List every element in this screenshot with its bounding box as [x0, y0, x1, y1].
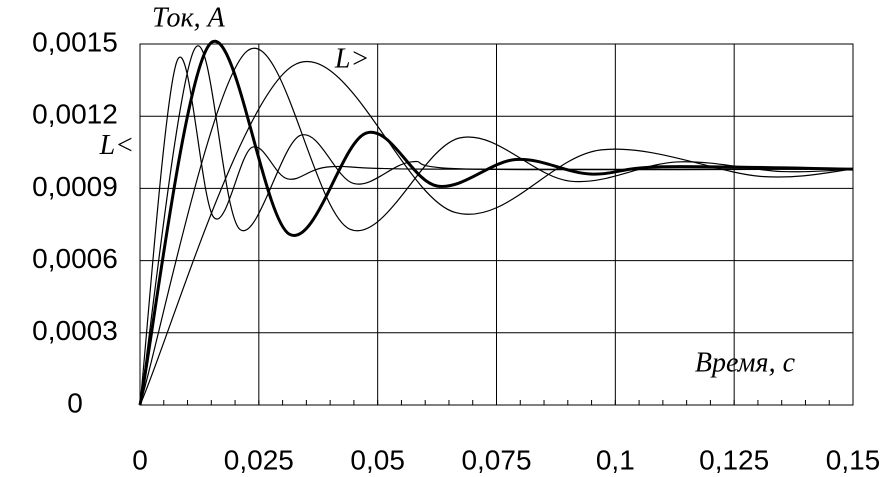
y-tick-label: 0 [67, 387, 83, 418]
y-axis-label: Ток, А [152, 2, 226, 33]
annotation: L> [334, 43, 369, 74]
y-tick-label: 0,0015 [32, 26, 118, 57]
x-tick-label: 0,075 [461, 444, 531, 475]
y-tick-label: 0,0006 [32, 243, 118, 274]
x-tick-label: 0,05 [350, 444, 405, 475]
x-axis-label: Время, с [695, 347, 796, 378]
y-tick-label: 0,0003 [32, 315, 118, 346]
x-tick-label: 0 [132, 444, 148, 475]
x-tick-label: 0,025 [224, 444, 294, 475]
x-tick-label: 0,15 [826, 444, 881, 475]
series-line [139, 45, 854, 406]
series-line [139, 61, 854, 406]
y-tick-label: 0,0012 [32, 99, 118, 130]
y-tick-label: 0,0009 [32, 171, 118, 202]
x-tick-label: 0,1 [596, 444, 635, 475]
series-line [139, 47, 854, 406]
series-line [138, 39, 854, 406]
x-tick-label: 0,125 [699, 444, 769, 475]
annotation: L< [99, 130, 134, 161]
